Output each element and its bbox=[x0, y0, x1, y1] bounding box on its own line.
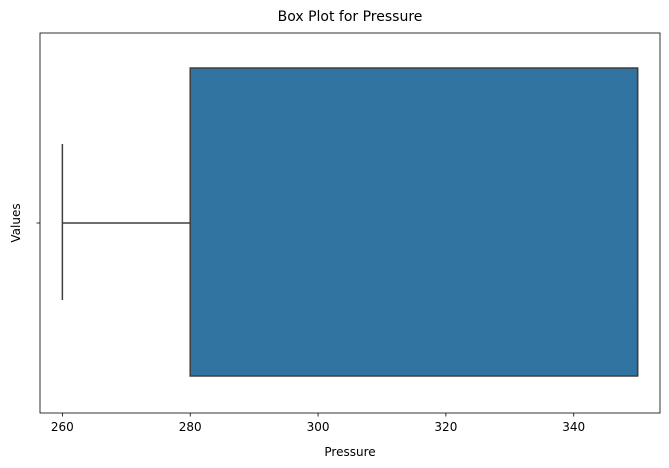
x-axis-ticks: 260 280 300 320 340 bbox=[51, 413, 585, 434]
chart-title: Box Plot for Pressure bbox=[278, 9, 423, 25]
x-tick-label: 340 bbox=[562, 420, 585, 434]
x-tick-label: 300 bbox=[307, 420, 330, 434]
x-tick-label: 280 bbox=[179, 420, 202, 434]
plot-area bbox=[61, 67, 639, 377]
x-tick-label: 260 bbox=[51, 420, 74, 434]
x-axis-label: Pressure bbox=[324, 445, 375, 459]
box-rect bbox=[189, 67, 639, 377]
x-tick-label: 320 bbox=[434, 420, 457, 434]
y-axis-label: Values bbox=[9, 203, 23, 242]
